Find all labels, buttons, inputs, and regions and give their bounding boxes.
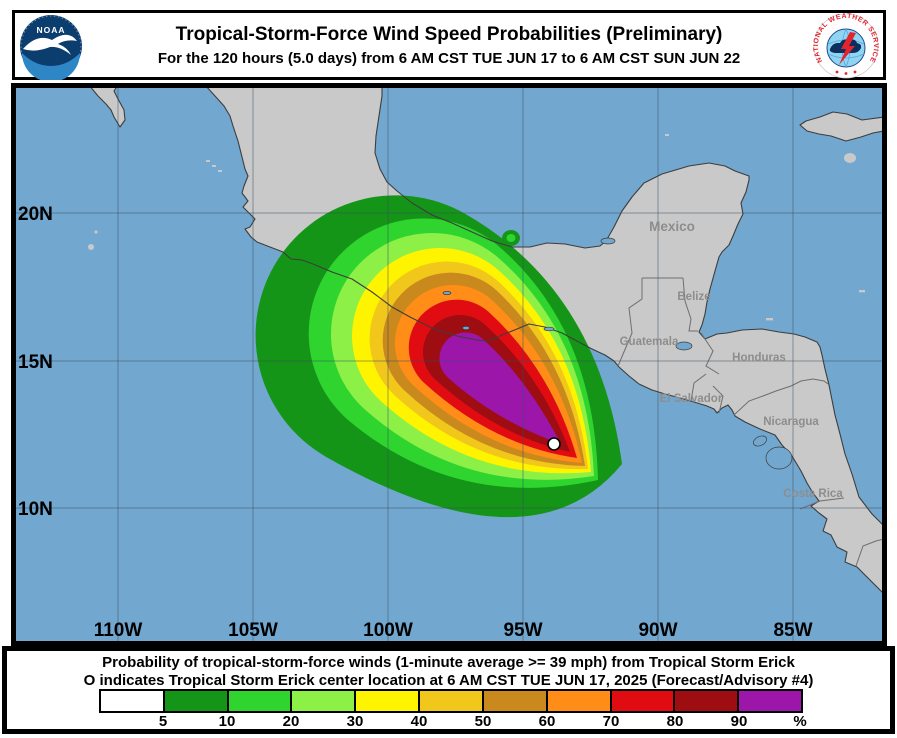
baja-outline (90, 88, 126, 128)
page-title: Tropical-Storm-Force Wind Speed Probabil… (175, 24, 723, 46)
secondary-spot-inner (506, 234, 516, 242)
legend-swatch-80 (609, 691, 674, 711)
storm-center-marker (547, 437, 561, 451)
country-label-mexico: Mexico (649, 219, 695, 234)
country-label-costa-rica: Costa Rica (783, 488, 843, 500)
lon-label-105W: 105W (228, 620, 278, 641)
legend-tick-50: 50 (474, 713, 492, 730)
map-labels: 20N 15N 10N 110W 105W 100W 95W 90W 85W Mexico Beli… (18, 204, 843, 641)
lon-label-100W: 100W (363, 620, 413, 641)
coastline-outlines (90, 88, 882, 593)
country-label-el-salvador: El Salvador (660, 393, 723, 405)
small-islands (88, 134, 865, 321)
country-label-honduras: Honduras (732, 352, 786, 364)
legend-tick-40: 40 (410, 713, 428, 730)
legend-tick-90: 90 (730, 713, 748, 730)
legend-swatch-90 (673, 691, 738, 711)
lon-label-110W: 110W (94, 620, 143, 641)
noaa-logo-icon: NOAA (20, 15, 82, 80)
legend-swatch-50 (418, 691, 482, 711)
country-label-nicaragua: Nicaragua (763, 416, 819, 428)
lakes (442, 237, 793, 470)
island-isla-juventud (844, 153, 856, 163)
lat-label-15N: 15N (18, 352, 53, 373)
noaa-ring-text (20, 15, 82, 77)
nws-star-icon (853, 70, 857, 74)
nws-lightning-icon (839, 32, 856, 65)
header-text: Tropical-Storm-Force Wind Speed Probabil… (93, 23, 805, 67)
legend-swatch-30 (290, 691, 355, 711)
lat-lon-gridlines (16, 88, 882, 641)
legend-swatch-5 (101, 691, 163, 711)
legend-swatch-10 (162, 691, 227, 711)
legend-swatch-70 (545, 691, 610, 711)
noaa-sea (22, 53, 80, 80)
probability-color-scale (99, 689, 803, 713)
probability-map: 20N 15N 10N 110W 105W 100W 95W 90W 85W Mexico Beli… (16, 88, 882, 641)
caption-line1: Probability of tropical-storm-force wind… (102, 654, 795, 671)
country-label-belize: Belize (677, 291, 710, 303)
wind-probability-contours (255, 195, 623, 518)
probability-scale-labels: 5 10 20 30 40 50 60 70 80 90% (99, 713, 819, 731)
legend-swatch-20 (226, 691, 291, 711)
country-borders (617, 277, 882, 567)
lon-label-85W: 85W (773, 620, 812, 641)
lat-label-10N: 10N (18, 499, 53, 520)
probability-contour-90pct (439, 332, 561, 444)
legend-tick-80: 80 (666, 713, 684, 730)
nws-star-icon (844, 72, 848, 75)
legend-tick-%: % (793, 713, 807, 730)
legend-swatch-% (737, 691, 801, 711)
map-frame: 20N 15N 10N 110W 105W 100W 95W 90W 85W Mexico Beli… (11, 83, 887, 646)
header-box: Tropical-Storm-Force Wind Speed Probabil… (12, 10, 886, 80)
legend-tick-30: 30 (346, 713, 364, 730)
legend-tick-20: 20 (282, 713, 300, 730)
legend-tick-5: 5 (158, 713, 168, 730)
lat-label-20N: 20N (18, 204, 53, 225)
lon-label-95W: 95W (503, 620, 542, 641)
noaa-wordmark: NOAA (36, 25, 65, 35)
country-label-guatemala: Guatemala (620, 336, 679, 348)
legend-swatch-40 (354, 691, 419, 711)
noaa-seagull-icon (23, 34, 77, 55)
legend-swatch-60 (481, 691, 546, 711)
caption-line2: O indicates Tropical Storm Erick center … (83, 671, 814, 689)
cuba-outline (799, 111, 882, 142)
legend-tick-70: 70 (602, 713, 620, 730)
legend-tick-60: 60 (538, 713, 556, 730)
page-subtitle: For the 120 hours (5.0 days) from 6 AM C… (157, 49, 741, 67)
nws-star-icon (835, 70, 839, 74)
nws-logo-icon: NATIONAL WEATHER SERVICE (813, 13, 878, 79)
mainland-outline (206, 88, 882, 593)
legend-tick-10: 10 (218, 713, 236, 730)
lon-label-90W: 90W (638, 620, 677, 641)
secondary-probability-spot (502, 230, 520, 246)
